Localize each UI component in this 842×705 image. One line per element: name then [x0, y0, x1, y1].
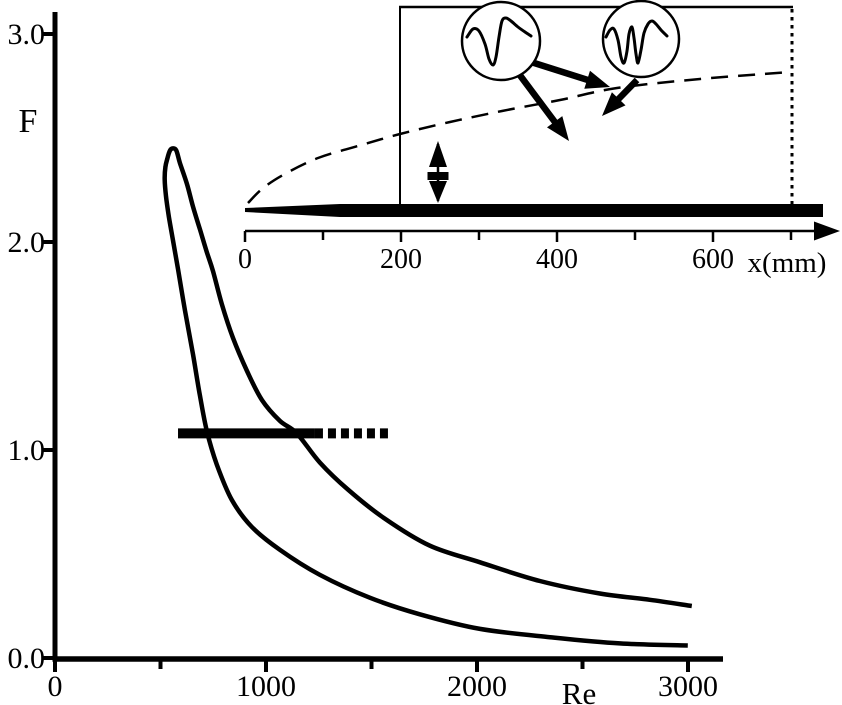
x-axis-label: Re	[562, 676, 596, 705]
boundary-layer-edge-curve	[247, 70, 791, 204]
ribbon-marker-down-arrow-icon	[429, 181, 447, 203]
inset-x-tick-label-400: 400	[536, 244, 578, 275]
inset-x-tick-label-0: 0	[238, 244, 252, 275]
y-tick-label-2.0: 2.0	[8, 226, 46, 259]
inset-x-tick-label-600: 600	[692, 244, 734, 275]
y-axis-label: F	[19, 103, 38, 140]
neutral-stability-loop	[162, 146, 693, 648]
x-tick-label-1000: 1000	[236, 670, 296, 703]
y-tick-label-1.0: 1.0	[8, 434, 46, 467]
pointer-arrow-2-shaft	[516, 72, 559, 126]
signal-circle-double-spike	[601, 0, 681, 79]
x-tick-label-0: 0	[48, 670, 63, 703]
waveform-double-spike-icon	[604, 19, 669, 65]
x-tick-label-2000: 2000	[447, 670, 507, 703]
pointer-arrow-2-head	[547, 116, 569, 141]
ribbon-marker-crossbar	[427, 172, 449, 180]
signal-circle-single-spike	[460, 0, 542, 82]
waveform-single-spike-icon	[465, 16, 533, 67]
flat-plate	[245, 204, 823, 217]
y-tick-label-0.0: 0.0	[8, 642, 46, 675]
inset-x-axis-arrow-icon	[814, 221, 840, 241]
ribbon-marker-up-arrow-icon	[429, 141, 447, 167]
x-tick-label-3000: 3000	[658, 670, 718, 703]
pointer-arrow-3-head	[602, 92, 626, 116]
inset-x-axis-label: x(mm)	[748, 247, 827, 279]
pointer-arrow-1-head	[584, 70, 610, 89]
pointer-arrow-3-shaft	[615, 77, 640, 103]
inset-x-tick-label-200: 200	[380, 244, 422, 275]
y-tick-label-3.0: 3.0	[8, 18, 46, 51]
pointer-arrow-1-shaft	[530, 58, 591, 84]
